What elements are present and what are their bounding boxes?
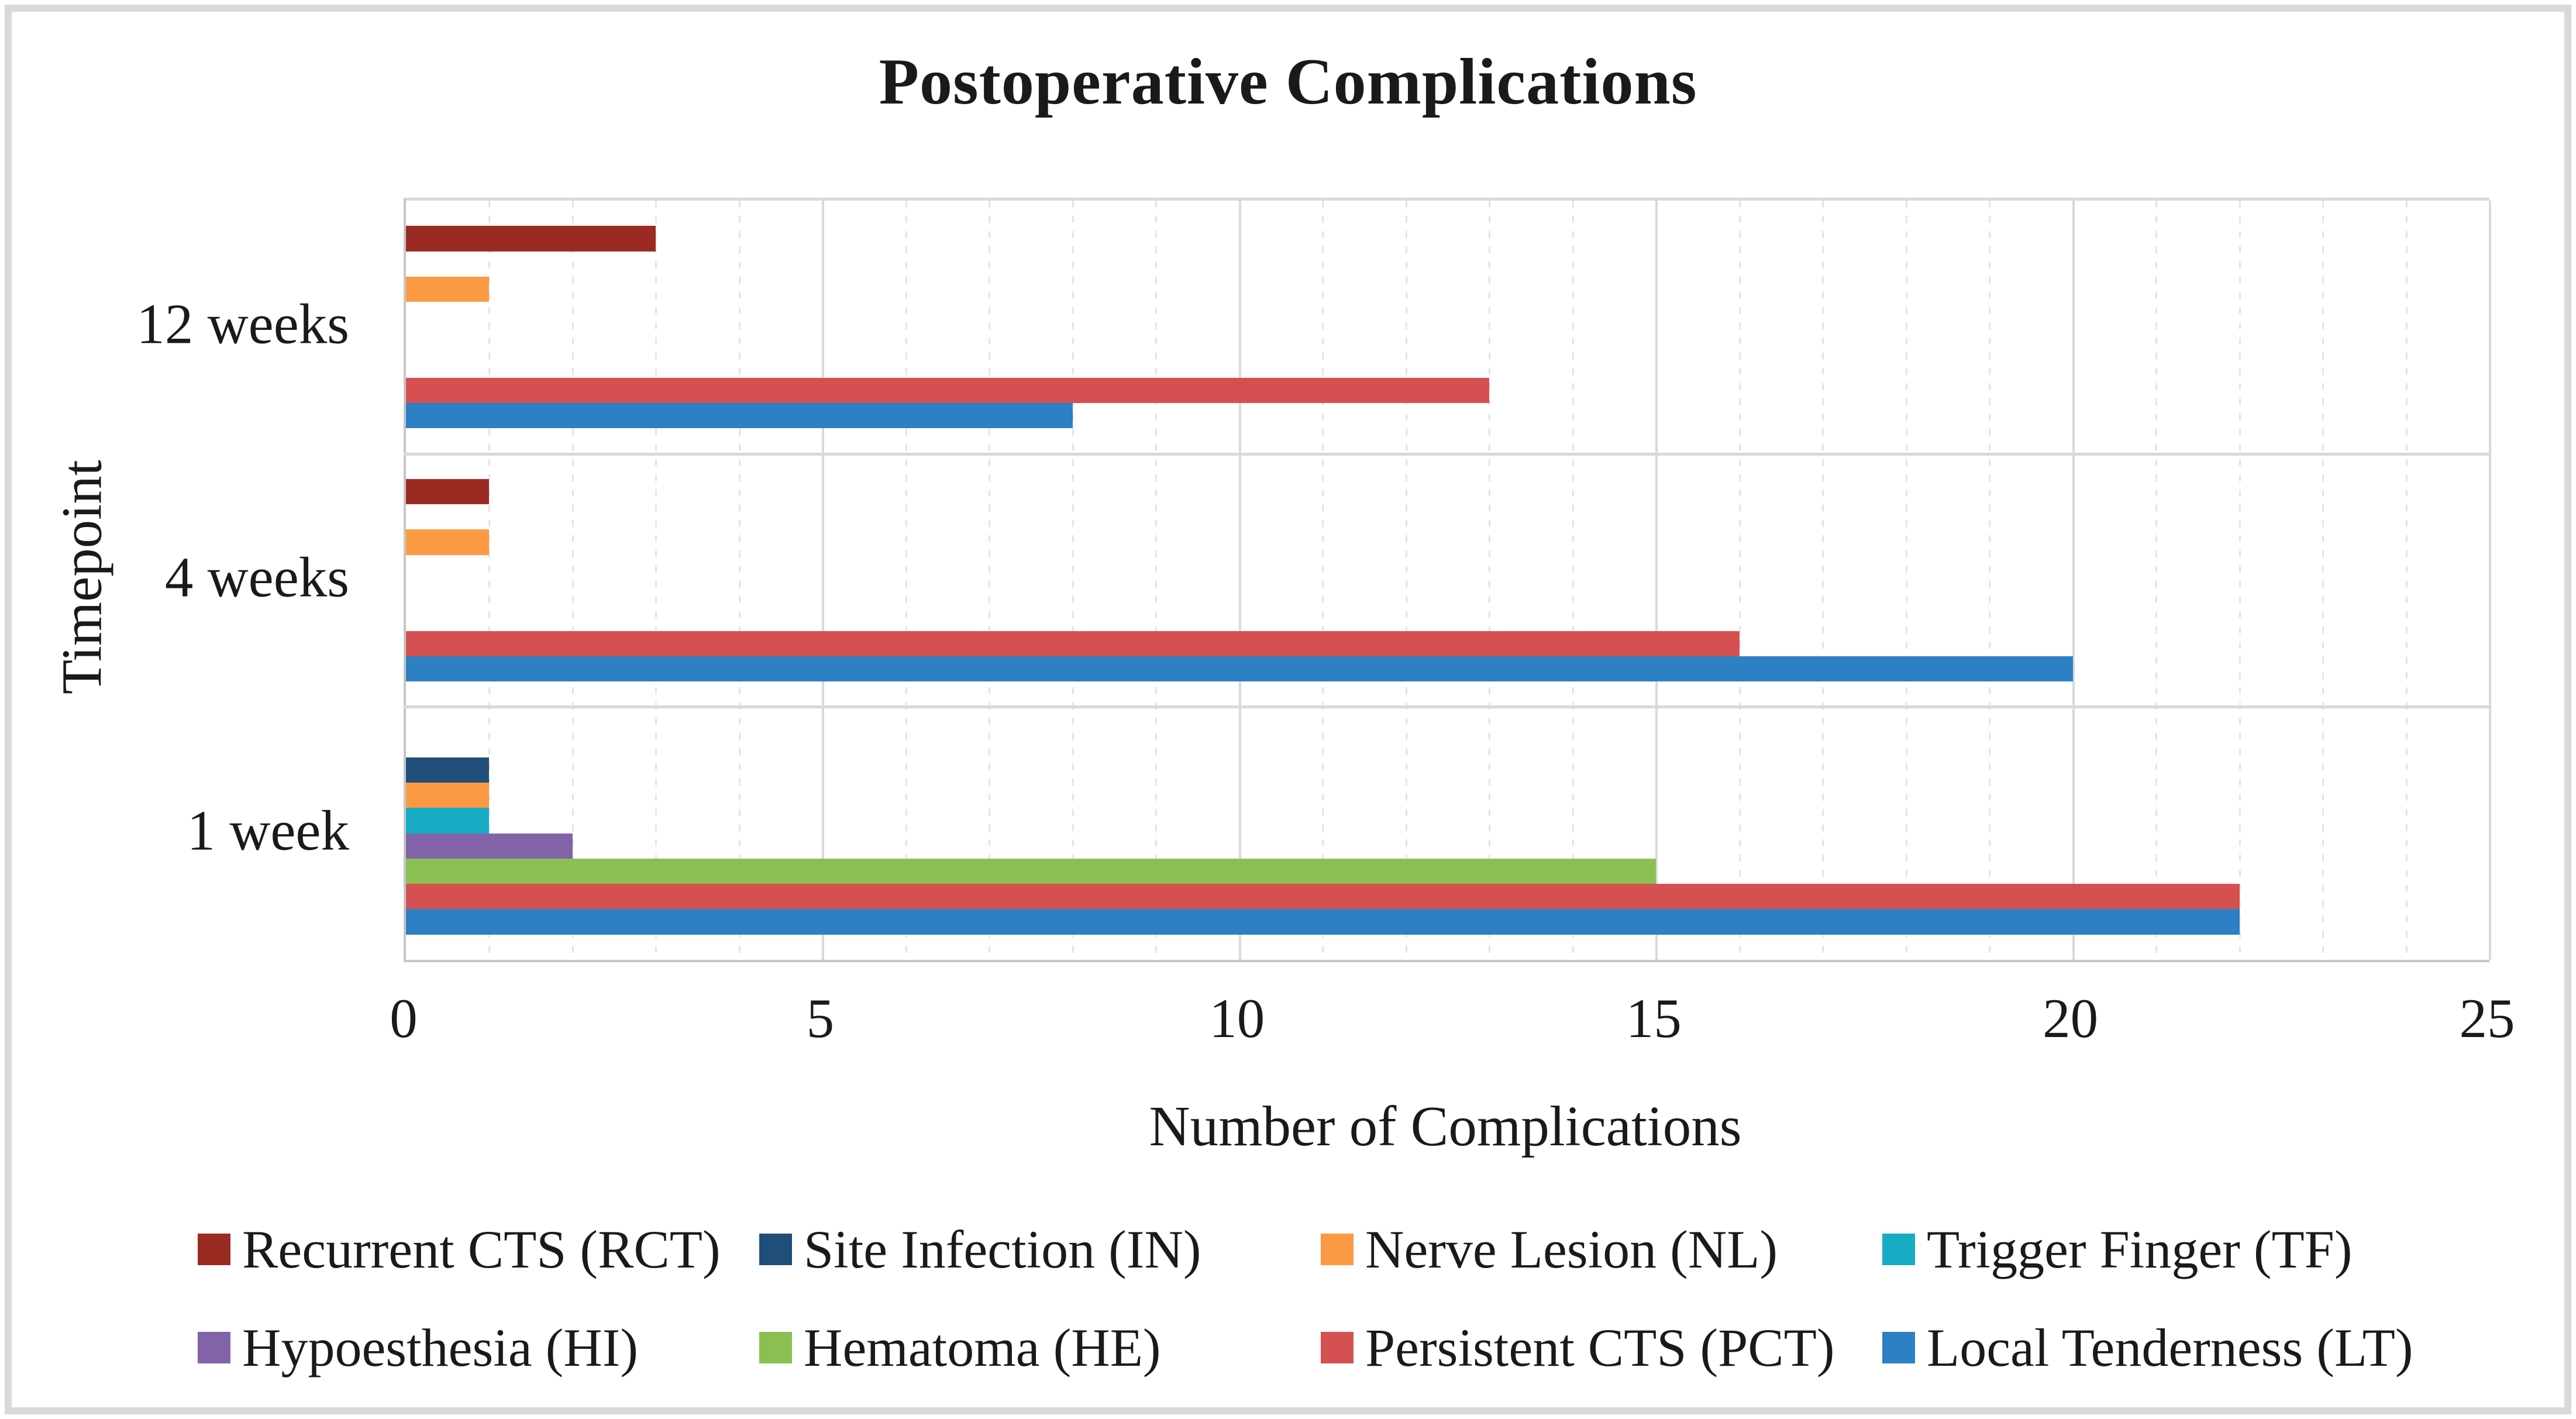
bar-group-4-weeks: [406, 454, 2489, 707]
bar-nl-1-week: [406, 783, 490, 808]
legend-swatch-nl: [1321, 1234, 1354, 1265]
bar-lt-12-weeks: [406, 403, 1073, 429]
minor-gridline-24: [2405, 201, 2408, 960]
legend-item-tf: Trigger Finger (TF): [1882, 1214, 2444, 1285]
x-tick-label: 10: [1209, 987, 1265, 1049]
bar-nl-12-weeks: [406, 276, 490, 302]
bar-pct-12-weeks: [406, 377, 1490, 404]
bar-rct-12-weeks: [406, 226, 656, 252]
x-tick-label: 15: [1626, 987, 1682, 1049]
minor-gridline-11: [1322, 201, 1324, 960]
minor-gridline-16: [1738, 201, 1741, 960]
minor-gridline-14: [1572, 201, 1574, 960]
bar-nl-4-weeks: [406, 529, 490, 555]
minor-gridline-6: [905, 201, 907, 960]
plot-area: [404, 198, 2491, 962]
major-gridline-10: [1238, 201, 1241, 960]
major-gridline-25: [2489, 201, 2491, 960]
legend-swatch-he: [759, 1332, 792, 1363]
legend-swatch-rct: [198, 1234, 230, 1265]
x-tick-label: 0: [390, 987, 418, 1049]
major-gridline-20: [2072, 201, 2075, 960]
y-category-label: 1 week: [187, 799, 349, 862]
legend-swatch-in: [759, 1234, 792, 1265]
legend-item-rct: Recurrent CTS (RCT): [198, 1214, 759, 1285]
minor-gridline-17: [1822, 201, 1824, 960]
minor-gridline-18: [1905, 201, 1907, 960]
bar-group-12-weeks: [406, 201, 2489, 454]
legend-label: Hypoesthesia (HI): [242, 1318, 639, 1377]
legend-label: Persistent CTS (PCT): [1365, 1318, 1835, 1377]
x-tick-label: 25: [2459, 987, 2515, 1049]
x-tick-label: 20: [2043, 987, 2099, 1049]
bar-hi-1-week: [406, 833, 573, 859]
legend-swatch-pct: [1321, 1332, 1354, 1363]
minor-gridline-22: [2238, 201, 2241, 960]
legend-item-nl: Nerve Lesion (NL): [1321, 1214, 1882, 1285]
legend-item-hi: Hypoesthesia (HI): [198, 1312, 759, 1383]
y-category-label: 4 weeks: [164, 546, 349, 609]
legend-item-pct: Persistent CTS (PCT): [1321, 1312, 1882, 1383]
chart-figure: Postoperative Complications Timepoint 12…: [5, 5, 2571, 1414]
legend-label: Trigger Finger (TF): [1927, 1220, 2353, 1279]
legend-label: Recurrent CTS (RCT): [242, 1220, 721, 1279]
bar-in-1-week: [406, 757, 490, 783]
chart-title: Postoperative Complications: [879, 46, 1697, 118]
minor-gridline-21: [2155, 201, 2158, 960]
x-tick-label: 5: [806, 987, 835, 1049]
major-gridline-5: [822, 201, 825, 960]
minor-gridline-1: [488, 201, 491, 960]
legend-swatch-lt: [1882, 1332, 1915, 1363]
legend-label: Hematoma (HE): [804, 1318, 1161, 1377]
bar-rct-4-weeks: [406, 478, 490, 505]
bar-lt-4-weeks: [406, 656, 2073, 682]
bar-pct-1-week: [406, 884, 2240, 910]
bar-tf-1-week: [406, 808, 490, 834]
legend-label: Nerve Lesion (NL): [1365, 1220, 1778, 1279]
minor-gridline-4: [738, 201, 741, 960]
y-category-labels: 12 weeks 4 weeks 1 week: [12, 198, 377, 957]
bar-pct-4-weeks: [406, 631, 1740, 656]
minor-gridline-2: [571, 201, 574, 960]
legend-label: Local Tenderness (LT): [1927, 1318, 2413, 1377]
minor-gridline-9: [1155, 201, 1158, 960]
minor-gridline-13: [1489, 201, 1491, 960]
x-tick-labels: 0 5 10 15 20 25: [390, 986, 2515, 1056]
legend-swatch-hi: [198, 1332, 230, 1363]
legend-item-lt: Local Tenderness (LT): [1882, 1312, 2444, 1383]
bar-group-1-week: [406, 707, 2489, 960]
minor-gridline-8: [1072, 201, 1074, 960]
minor-gridline-23: [2322, 201, 2324, 960]
bar-lt-1-week: [406, 909, 2240, 935]
legend-item-he: Hematoma (HE): [759, 1312, 1321, 1383]
x-axis-title: Number of Complications: [1149, 1095, 1742, 1158]
bar-he-1-week: [406, 858, 1657, 884]
minor-gridline-19: [1989, 201, 1991, 960]
legend-label: Site Infection (IN): [804, 1220, 1201, 1279]
y-category-label: 12 weeks: [136, 292, 349, 356]
minor-gridline-3: [655, 201, 657, 960]
minor-gridline-7: [989, 201, 991, 960]
legend-swatch-tf: [1882, 1234, 1915, 1265]
minor-gridline-12: [1405, 201, 1407, 960]
legend: Recurrent CTS (RCT) Site Infection (IN) Ne…: [198, 1214, 2444, 1383]
legend-item-in: Site Infection (IN): [759, 1214, 1321, 1285]
category-separator: [404, 705, 2489, 709]
category-separator: [404, 452, 2489, 456]
major-gridline-15: [1655, 201, 1658, 960]
